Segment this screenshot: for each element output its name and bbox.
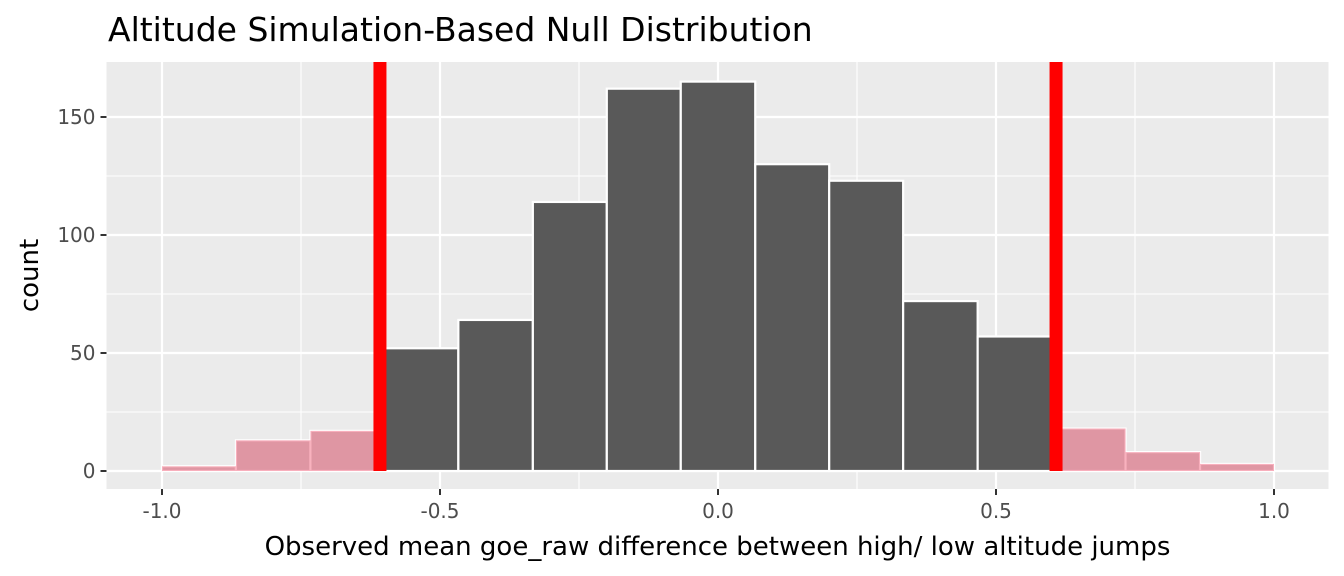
shaded-tail-bar [235, 440, 311, 471]
histogram-bar [828, 179, 905, 473]
histogram-bar [531, 200, 608, 473]
y-tick-label: 150 [57, 105, 95, 129]
x-tick-label: -0.5 [420, 499, 459, 523]
x-tick-label: 0.5 [980, 499, 1012, 523]
shaded-tail-bar [310, 430, 385, 471]
axes: 0 50 100 150 -1.0 -0.5 0.0 0.5 1.0 [57, 105, 1290, 523]
shaded-tail-bar [1200, 463, 1274, 471]
y-tick-label: 100 [57, 223, 95, 247]
x-tick-label: -1.0 [142, 499, 181, 523]
shaded-tail-bar [162, 466, 236, 471]
x-tick-label: 0.0 [702, 499, 734, 523]
shaded-regions [162, 428, 1274, 471]
x-tick-label: 1.0 [1258, 499, 1290, 523]
histogram-bar [605, 87, 682, 473]
histogram-bar [902, 299, 979, 473]
y-tick-label: 0 [83, 459, 96, 483]
x-axis-title: Observed mean goe_raw difference between… [265, 532, 1171, 562]
shaded-tail-bar [1051, 428, 1126, 471]
histogram-bar [754, 163, 831, 473]
y-axis-title: count [15, 239, 45, 312]
histogram-bar [383, 347, 460, 473]
y-tick-label: 50 [70, 341, 95, 365]
observed-lines [373, 62, 1063, 471]
histogram-bar [457, 318, 534, 473]
histogram-bar [679, 80, 757, 473]
shaded-tail-bar [1125, 452, 1201, 471]
chart-title: Altitude Simulation-Based Null Distribut… [108, 10, 813, 49]
histogram-bar [976, 335, 1053, 473]
